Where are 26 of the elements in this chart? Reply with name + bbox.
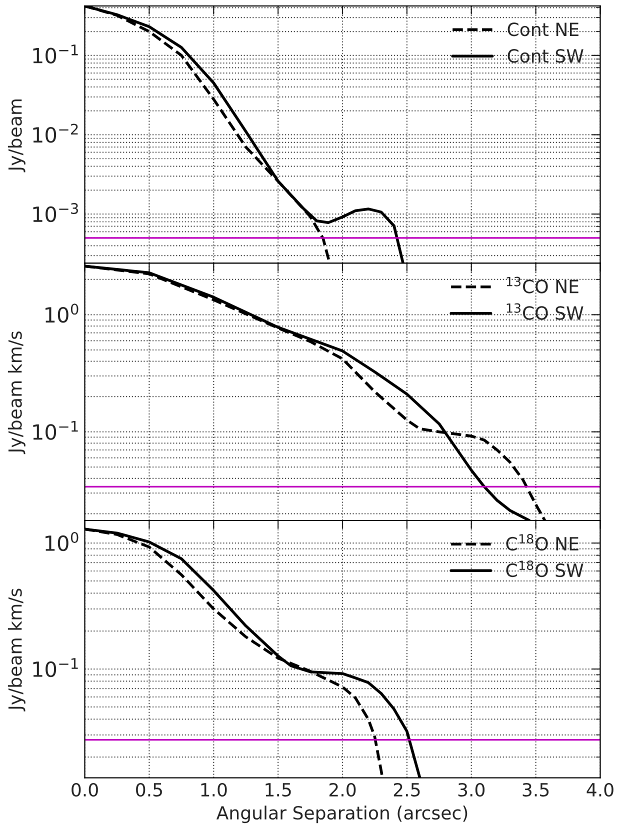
legend-label: $^{13}$CO SW: [506, 303, 584, 320]
x-tick-label: 0.0: [72, 782, 98, 797]
legend-label: C$^{18}$O NE: [506, 534, 578, 551]
y-tick-label: 10$^{−1}$: [33, 421, 78, 440]
y-tick-label: 10$^{0}$: [46, 304, 78, 323]
x-tick-label: 3.0: [458, 782, 485, 797]
y-tick-label: 10$^{0}$: [46, 532, 78, 552]
x-tick-label: 4.0: [586, 782, 614, 797]
y-axis-title: Jy/beam km/s: [8, 588, 26, 712]
x-tick-label: 1.5: [266, 783, 291, 797]
legend-label: Cont SW: [508, 49, 584, 63]
legend-label: Cont NE: [508, 22, 578, 36]
y-tick-label: 10$^{−1}$: [33, 44, 78, 64]
x-tick-label: 3.5: [522, 782, 549, 797]
legend-label: C$^{18}$O SW: [506, 560, 584, 578]
legend-label: $^{13}$CO NE: [506, 276, 578, 294]
x-tick-label: 2.0: [329, 782, 356, 797]
x-axis-title: Angular Separation (arcsec): [216, 806, 468, 824]
y-axis-title: Jy/beam km/s: [8, 331, 26, 454]
y-tick-label: 10$^{−2}$: [33, 124, 78, 143]
x-tick-label: 0.5: [136, 782, 162, 797]
y-tick-label: 10$^{−1}$: [33, 658, 78, 678]
y-axis-title: Jy/beam: [8, 99, 26, 172]
y-tick-label: 10$^{−3}$: [33, 203, 78, 222]
x-tick-label: 1.0: [201, 782, 227, 797]
x-tick-label: 2.5: [394, 782, 420, 797]
